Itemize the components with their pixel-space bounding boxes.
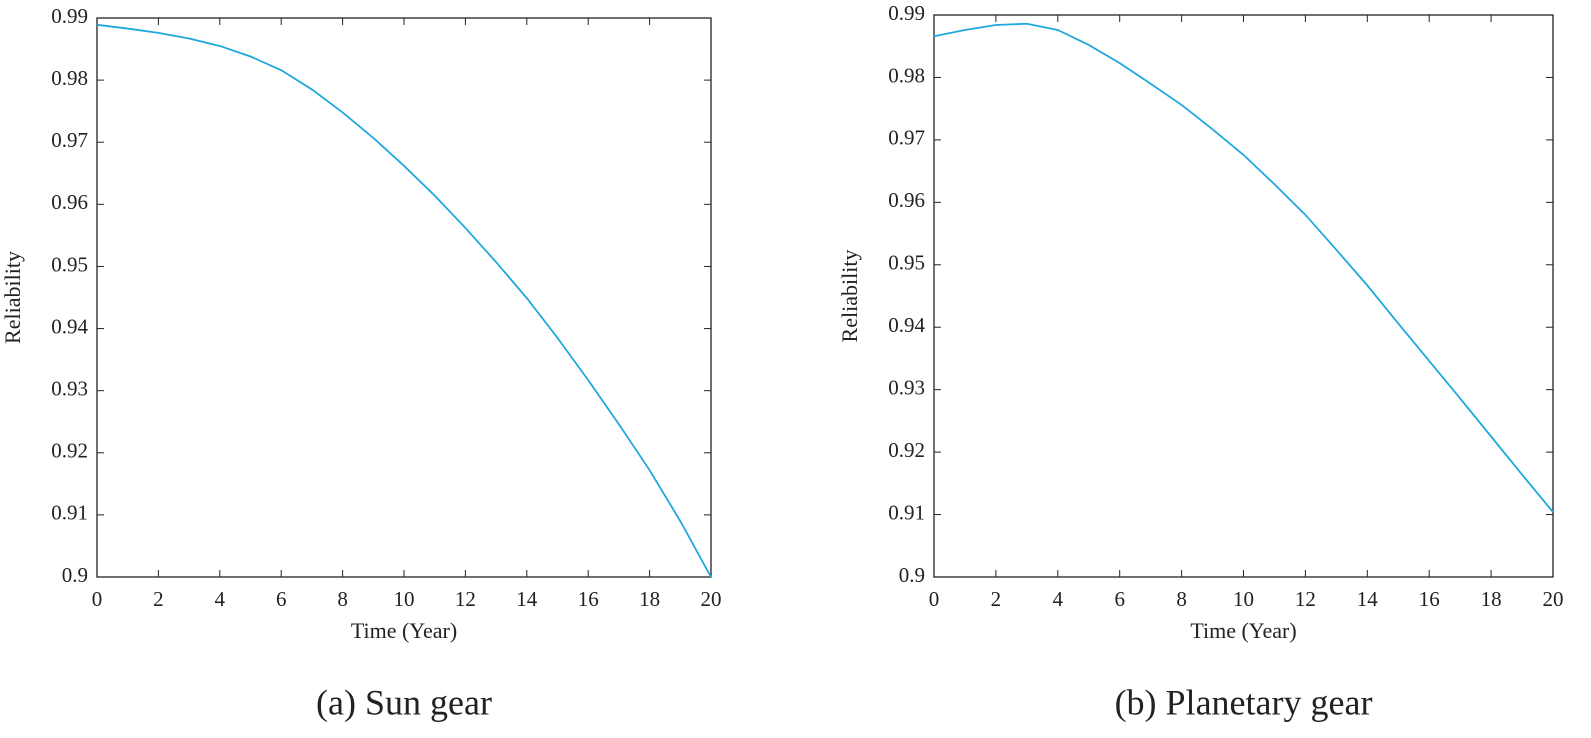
y-tick-label: 0.9 <box>899 563 925 587</box>
y-tick-label: 0.92 <box>51 439 88 463</box>
plot-frame <box>933 14 1554 578</box>
plot-frame <box>96 17 712 578</box>
caption: (a) Sun gear <box>316 682 492 722</box>
y-axis-label: Reliability <box>0 251 25 344</box>
x-tick-label: 2 <box>991 587 1002 611</box>
x-tick-label: 20 <box>701 587 722 611</box>
x-tick-label: 18 <box>1481 587 1502 611</box>
y-tick-label: 0.98 <box>51 66 88 90</box>
line-series <box>96 23 712 578</box>
line-series <box>933 22 1554 513</box>
x-tick-label: 14 <box>1357 587 1379 611</box>
y-tick-label: 0.93 <box>51 376 88 400</box>
y-tick-label: 0.94 <box>888 313 925 337</box>
x-axis-label: Time (Year) <box>1190 618 1296 643</box>
y-tick-label: 0.92 <box>888 438 925 462</box>
x-tick-label: 12 <box>1295 587 1316 611</box>
y-tick-label: 0.94 <box>51 314 88 338</box>
x-tick-label: 2 <box>153 587 164 611</box>
y-tick-label: 0.97 <box>888 126 925 150</box>
y-tick-label: 0.91 <box>51 501 88 525</box>
y-tick-label: 0.99 <box>51 4 88 28</box>
x-tick-label: 6 <box>276 587 287 611</box>
x-tick-label: 6 <box>1114 587 1125 611</box>
x-axis-label: Time (Year) <box>351 618 457 643</box>
y-tick-label: 0.95 <box>888 251 925 275</box>
x-tick-label: 8 <box>1176 587 1187 611</box>
x-tick-label: 16 <box>578 587 599 611</box>
x-tick-label: 14 <box>516 587 538 611</box>
y-axis-label: Reliability <box>837 250 862 343</box>
y-tick-label: 0.97 <box>51 128 88 152</box>
x-tick-label: 10 <box>1233 587 1254 611</box>
y-tick-label: 0.96 <box>51 190 88 214</box>
x-tick-label: 20 <box>1543 587 1564 611</box>
x-tick-label: 0 <box>92 587 103 611</box>
x-tick-label: 10 <box>394 587 415 611</box>
x-tick-label: 16 <box>1419 587 1440 611</box>
y-tick-label: 0.91 <box>888 500 925 524</box>
x-tick-label: 0 <box>929 587 940 611</box>
y-tick-label: 0.96 <box>888 188 925 212</box>
y-tick-label: 0.9 <box>62 563 88 587</box>
y-tick-label: 0.93 <box>888 375 925 399</box>
x-tick-label: 4 <box>215 587 226 611</box>
x-tick-label: 18 <box>639 587 660 611</box>
y-tick-label: 0.98 <box>888 63 925 87</box>
y-tick-label: 0.99 <box>888 1 925 25</box>
x-tick-label: 12 <box>455 587 476 611</box>
x-tick-label: 8 <box>337 587 348 611</box>
x-tick-label: 4 <box>1053 587 1064 611</box>
caption: (b) Planetary gear <box>1115 682 1373 722</box>
y-tick-label: 0.95 <box>51 252 88 276</box>
